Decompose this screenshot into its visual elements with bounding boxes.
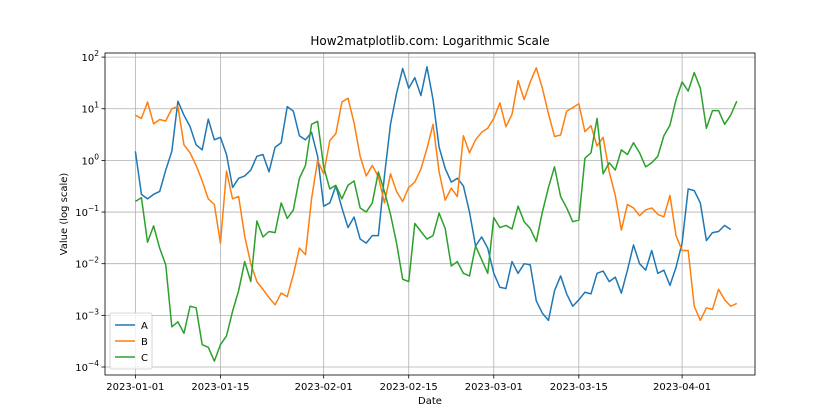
x-tick-label: 2023-02-01	[295, 382, 353, 393]
series-line-B	[135, 67, 738, 322]
y-tick-base: 10	[81, 156, 94, 167]
legend-label-B: B	[141, 337, 148, 348]
y-tick-base: 10	[81, 53, 94, 64]
y-tick-label: 100	[81, 152, 99, 167]
x-tick-label: 2023-01-01	[106, 382, 164, 393]
y-tick-base: 10	[81, 105, 94, 116]
y-tick-label: 10−2	[75, 256, 99, 271]
y-tick-exponent: 1	[94, 101, 99, 110]
legend-label-A: A	[141, 321, 148, 332]
x-tick-label: 2023-03-15	[550, 382, 608, 393]
y-tick-exponent: −2	[88, 256, 99, 265]
y-tick-exponent: 2	[94, 49, 99, 58]
x-tick-label: 2023-01-15	[191, 382, 249, 393]
y-tick-label: 10−1	[75, 204, 99, 219]
series-lines	[134, 66, 738, 362]
plot-frame	[104, 52, 756, 376]
y-tick-label: 10−3	[75, 307, 99, 322]
legend-label-C: C	[141, 353, 148, 364]
grid-lines	[105, 53, 755, 375]
y-axis-label: Value (log scale)	[59, 173, 70, 256]
y-tick-exponent: 0	[94, 152, 99, 161]
y-tick-label: 101	[81, 101, 99, 116]
x-axis: 2023-01-01 2023-01-15 2023-02-01 2023-02-15…	[106, 375, 711, 393]
y-tick-exponent: −3	[88, 307, 99, 316]
y-tick-base: 10	[75, 311, 88, 322]
y-tick-base: 10	[75, 363, 88, 374]
y-tick-label: 102	[81, 49, 99, 64]
chart-title: How2matplotlib.com: Logarithmic Scale	[310, 34, 549, 48]
x-tick-label: 2023-04-01	[653, 382, 711, 393]
y-tick-label: 10−4	[75, 359, 99, 374]
legend: ABC	[109, 312, 153, 370]
y-tick-exponent: −4	[88, 359, 99, 368]
series-line-C	[134, 71, 738, 362]
y-tick-exponent: −1	[88, 204, 99, 213]
y-tick-base: 10	[75, 260, 88, 271]
y-tick-base: 10	[75, 208, 88, 219]
series-line-A	[134, 66, 732, 322]
x-tick-label: 2023-03-01	[465, 382, 523, 393]
x-axis-label: Date	[418, 396, 442, 407]
x-tick-label: 2023-02-15	[380, 382, 438, 393]
